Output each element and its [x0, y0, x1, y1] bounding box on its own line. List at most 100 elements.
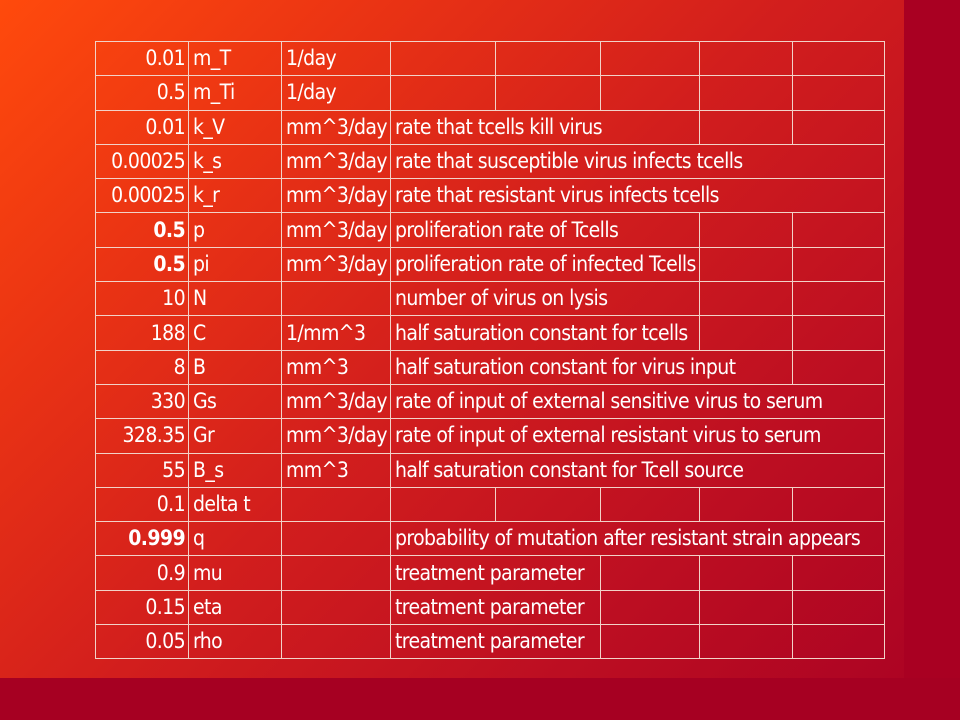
param-unit-cell: mm^3/day [281, 418, 391, 454]
param-unit-cell [281, 555, 391, 591]
empty-cell [791, 315, 885, 351]
param-name-cell: B_s [188, 452, 282, 488]
param-name-cell: eta [188, 589, 282, 626]
param-value-cell: 330 [95, 383, 189, 420]
table-row: 0.00025 k_r mm^3/day rate that resistant vi… [95, 178, 885, 214]
param-value-cell: 0.00025 [95, 143, 189, 180]
table-row: 0.5 p mm^3/day proliferation rate of Tcells [95, 212, 885, 248]
param-description-cell: proliferation rate of Tcells [389, 212, 700, 248]
param-name-cell: m_T [188, 40, 282, 77]
empty-cell [698, 212, 793, 248]
param-unit-cell: mm^3/day [281, 383, 391, 420]
param-name-cell: k_s [188, 143, 282, 180]
param-description-cell: rate that tcells kill virus [389, 109, 700, 145]
param-unit-cell: 1/mm^3 [281, 315, 391, 351]
table-row: 0.1 delta t [95, 486, 885, 523]
empty-cell [698, 246, 793, 283]
param-description-cell: half saturation constant for virus input [389, 349, 793, 385]
empty-cell [494, 75, 601, 111]
param-description-cell: rate of input of external resistant viru… [389, 418, 885, 454]
empty-cell [791, 281, 885, 317]
param-value-cell: 0.15 [95, 589, 189, 626]
bottom-margin-strip [0, 678, 960, 720]
empty-cell [698, 589, 793, 626]
param-name-cell: k_V [188, 109, 282, 145]
table-row: 188 C 1/mm^3 half saturation constant for t… [95, 315, 885, 351]
right-margin-strip [904, 0, 960, 678]
empty-cell [698, 486, 793, 523]
param-unit-cell [281, 624, 391, 660]
param-unit-cell: mm^3/day [281, 246, 391, 283]
param-name-cell: q [188, 521, 282, 557]
param-name-cell: pi [188, 246, 282, 283]
empty-cell [599, 589, 700, 626]
empty-cell [698, 281, 793, 317]
param-value-cell: 0.01 [95, 109, 189, 145]
param-description-cell: rate that susceptible virus infects tcel… [389, 143, 885, 180]
table-row: 0.15 eta treatment parameter [95, 589, 885, 626]
param-unit-cell [281, 521, 391, 557]
empty-cell [791, 246, 885, 283]
param-description-cell: half saturation constant for Tcell sourc… [389, 452, 885, 488]
param-value-cell: 0.5 [95, 212, 189, 248]
param-name-cell: C [188, 315, 282, 351]
table-row: 0.01 k_V mm^3/day rate that tcells kill vir… [95, 109, 885, 145]
param-name-cell: Gs [188, 383, 282, 420]
param-name-cell: N [188, 281, 282, 317]
empty-cell [698, 555, 793, 591]
param-unit-cell: 1/day [281, 40, 391, 77]
table-row: 0.01 m_T 1/day [95, 40, 885, 77]
param-value-cell: 0.9 [95, 555, 189, 591]
param-name-cell: B [188, 349, 282, 385]
param-description-cell: number of virus on lysis [389, 281, 700, 317]
empty-cell [698, 75, 793, 111]
param-value-cell: 0.5 [95, 75, 189, 111]
table-row: 0.5 pi mm^3/day proliferation rate of infec… [95, 246, 885, 283]
param-value-cell: 10 [95, 281, 189, 317]
empty-cell [791, 486, 885, 523]
param-name-cell: mu [188, 555, 282, 591]
param-name-cell: delta t [188, 486, 282, 523]
param-unit-cell [281, 589, 391, 626]
param-unit-cell: mm^3 [281, 349, 391, 385]
param-unit-cell: mm^3/day [281, 109, 391, 145]
empty-cell [599, 486, 700, 523]
param-value-cell: 0.1 [95, 486, 189, 523]
empty-cell [599, 40, 700, 77]
empty-cell [791, 349, 885, 385]
param-name-cell: rho [188, 624, 282, 660]
empty-cell [494, 40, 601, 77]
param-description-cell: treatment parameter [389, 589, 601, 626]
param-name-cell: p [188, 212, 282, 248]
param-value-cell: 188 [95, 315, 189, 351]
table-row: 328.35 Gr mm^3/day rate of input of externa… [95, 418, 885, 454]
empty-cell [791, 40, 885, 77]
empty-cell [494, 486, 601, 523]
param-unit-cell: mm^3 [281, 452, 391, 488]
empty-cell [791, 624, 885, 660]
param-unit-cell: mm^3/day [281, 212, 391, 248]
table-row: 0.9 mu treatment parameter [95, 555, 885, 591]
empty-cell [389, 486, 496, 523]
table-row: 0.5 m_Ti 1/day [95, 75, 885, 111]
param-value-cell: 328.35 [95, 418, 189, 454]
empty-cell [791, 555, 885, 591]
empty-cell [791, 589, 885, 626]
param-value-cell: 0.999 [95, 521, 189, 557]
param-name-cell: m_Ti [188, 75, 282, 111]
parameter-table: 0.01 m_T 1/day 0.5 m_Ti 1/day 0.01 k_V mm^3/day r… [95, 40, 885, 660]
empty-cell [599, 624, 700, 660]
empty-cell [599, 555, 700, 591]
empty-cell [389, 40, 496, 77]
empty-cell [599, 75, 700, 111]
param-description-cell: probability of mutation after resistant … [389, 521, 885, 557]
param-name-cell: Gr [188, 418, 282, 454]
table-row: 0.05 rho treatment parameter [95, 624, 885, 660]
table-row: 0.999 q probability of mutation after resi… [95, 521, 885, 557]
param-value-cell: 55 [95, 452, 189, 488]
empty-cell [791, 75, 885, 111]
empty-cell [389, 75, 496, 111]
param-value-cell: 0.01 [95, 40, 189, 77]
table-row: 55 B_s mm^3 half saturation constant for Tc… [95, 452, 885, 488]
